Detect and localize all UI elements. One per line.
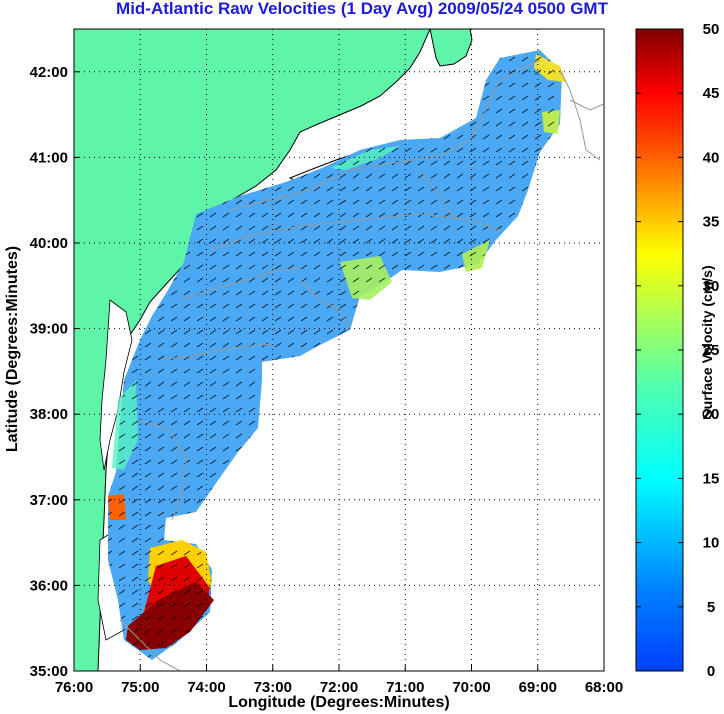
y-tick-label: 39:00	[30, 321, 68, 338]
velocity-arrows	[108, 50, 562, 660]
colorbar-label: Surface Velocity (cm/s)	[699, 265, 715, 419]
x-tick-label: 69:00	[519, 679, 557, 696]
colorbar-tick-label: 10	[703, 535, 720, 552]
chart-title: Mid-Atlantic Raw Velocities (1 Day Avg) …	[116, 0, 608, 18]
x-tick-label: 71:00	[386, 679, 424, 696]
colorbar-tick-label: 50	[703, 21, 720, 38]
colorbar-ticks: 0 5 10 15 20 25 30 35 40 45 50	[636, 21, 719, 680]
colorbar	[635, 28, 684, 672]
y-tick-label: 36:00	[30, 577, 68, 594]
y-tick-label: 38:00	[30, 406, 68, 423]
colorbar-tick-label: 0	[707, 663, 715, 680]
x-tick-label: 74:00	[187, 679, 225, 696]
colorbar-tick-label: 30	[703, 278, 720, 295]
colorbar-tick-label: 25	[703, 342, 720, 359]
y-tick-label: 42:00	[30, 64, 68, 81]
x-tick-label: 76:00	[55, 679, 93, 696]
colorbar-tick-label: 35	[703, 214, 720, 231]
velocity-field	[108, 50, 566, 660]
colorbar-tick-label: 15	[703, 470, 720, 487]
y-tick-label: 37:00	[30, 492, 68, 509]
y-axis-label: Latitude (Degrees:Minutes)	[4, 245, 21, 453]
land-cape-cod	[429, 29, 473, 67]
bathymetry-contours	[119, 59, 604, 671]
colorbar-tick-label: 40	[703, 149, 720, 166]
x-tick-label: 72:00	[320, 679, 358, 696]
x-tick-label: 70:00	[452, 679, 490, 696]
y-tick-label: 40:00	[30, 235, 68, 252]
chesapeake-bay	[99, 299, 133, 471]
x-tick-label: 68:00	[585, 679, 623, 696]
colorbar-tick-label: 20	[703, 406, 720, 423]
x-tick-label: 75:00	[121, 679, 159, 696]
x-tick-label: 73:00	[254, 679, 292, 696]
x-axis-label: Longitude (Degrees:Minutes)	[228, 694, 450, 711]
grid-lines	[74, 29, 604, 671]
axis-ticks: 76:00 75:00 74:00 73:00 72:00 71:00 70:00 69:00…	[30, 64, 624, 696]
colorbar-tick-label: 5	[707, 599, 715, 616]
y-tick-label: 35:00	[30, 663, 68, 680]
colorbar-tick-label: 45	[703, 85, 720, 102]
y-tick-label: 41:00	[30, 149, 68, 166]
